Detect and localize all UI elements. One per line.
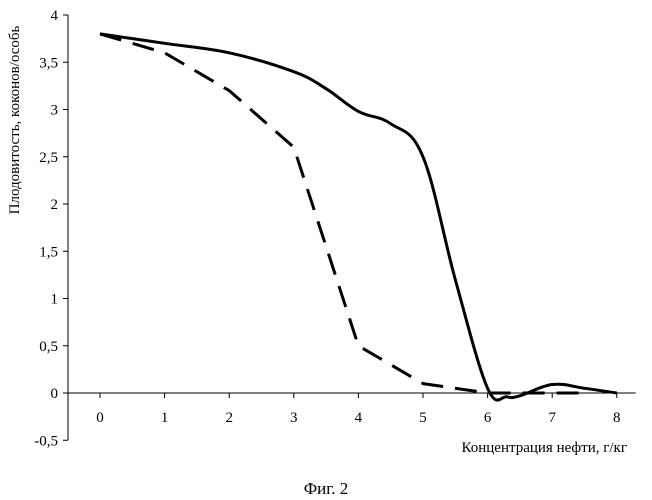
x-tick-label: 6 (484, 410, 492, 426)
y-tick-label: 1,5 (39, 244, 58, 260)
y-tick-label: 1 (51, 292, 59, 308)
y-tick-label: 4 (51, 8, 59, 24)
x-tick-label: 0 (96, 410, 104, 426)
y-tick-label: 0 (51, 386, 59, 402)
x-axis: 0 1 2 3 4 5 6 7 8 (68, 392, 636, 426)
series-lines (99, 32, 618, 402)
y-tick-label: 2 (51, 197, 59, 213)
y-tick-label: 2,5 (39, 150, 58, 166)
y-tick-label: 0,5 (39, 339, 58, 355)
x-tick-label: 1 (161, 410, 169, 426)
y-axis-label: Плодовитость, коконов/особь (7, 25, 23, 214)
x-axis-label: Концентрация нефти, г/кг (461, 440, 627, 456)
x-tick-label: 3 (290, 410, 298, 426)
x-tick-label: 7 (548, 410, 556, 426)
x-tick-label: 4 (355, 410, 363, 426)
series-dashed-line (99, 32, 585, 395)
series-solid-line (99, 32, 618, 402)
y-axis: 4 3,5 3 2,5 2 1,5 1 0,5 0 -0,5 (34, 8, 69, 449)
y-tick-label: -0,5 (34, 433, 58, 449)
y-tick-label: 3,5 (39, 55, 58, 71)
y-tick-label: 3 (51, 103, 59, 119)
figure-caption: Фиг. 2 (304, 479, 349, 498)
x-tick-label: 5 (419, 410, 427, 426)
x-tick-label: 8 (613, 410, 621, 426)
x-tick-label: 2 (225, 410, 233, 426)
